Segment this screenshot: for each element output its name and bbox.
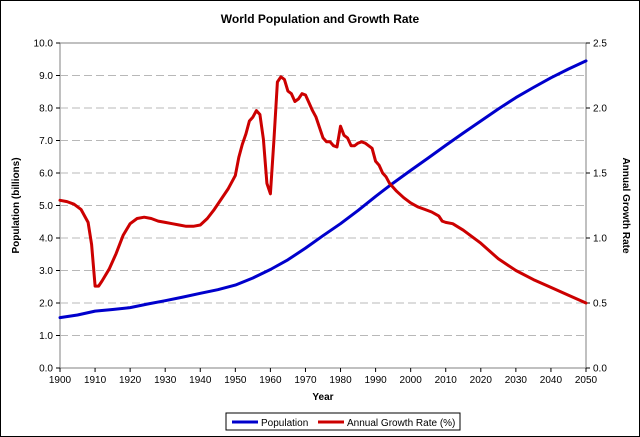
y-left-axis-ticks: 0.0 1.0 2.0 3.0 4.0 5.0 6.0 7.0 8.0 9.0 10.0 bbox=[34, 39, 60, 375]
y-left-tick-label: 0.0 bbox=[39, 364, 53, 375]
x-tick-label: 2050 bbox=[575, 375, 598, 386]
y-right-tick-label: 0.5 bbox=[593, 299, 607, 310]
y-right-tick-label: 2.0 bbox=[593, 104, 607, 115]
series-line-growth-rate bbox=[58, 75, 588, 305]
x-axis-label: Year bbox=[312, 392, 333, 403]
x-tick-label: 1920 bbox=[119, 375, 142, 386]
y-left-tick-label: 9.0 bbox=[39, 71, 53, 82]
x-tick-label: 2030 bbox=[505, 375, 528, 386]
y-right-tick-label: 1.0 bbox=[593, 234, 607, 245]
chart-title: World Population and Growth Rate bbox=[221, 12, 420, 26]
x-tick-label: 1990 bbox=[364, 375, 387, 386]
y-left-tick-label: 5.0 bbox=[39, 201, 53, 212]
y-right-tick-label: 0.0 bbox=[593, 364, 607, 375]
x-tick-label: 1910 bbox=[84, 375, 107, 386]
x-tick-label: 2040 bbox=[540, 375, 563, 386]
y-right-tick-label: 2.5 bbox=[593, 39, 607, 50]
x-tick-label: 2010 bbox=[435, 375, 458, 386]
x-tick-label: 2020 bbox=[470, 375, 493, 386]
y-left-tick-label: 2.0 bbox=[39, 299, 53, 310]
y-left-tick-label: 4.0 bbox=[39, 234, 53, 245]
series-line-population bbox=[58, 59, 588, 320]
x-tick-label: 1930 bbox=[154, 375, 177, 386]
legend-label-growth-rate: Annual Growth Rate (%) bbox=[347, 418, 455, 429]
y-left-tick-label: 10.0 bbox=[34, 39, 54, 50]
x-axis-ticks: 1900 1910 1920 1930 1940 1950 1960 1970 1980 1990… bbox=[49, 368, 598, 386]
y-left-tick-label: 1.0 bbox=[39, 331, 53, 342]
x-tick-label: 1940 bbox=[189, 375, 212, 386]
x-tick-label: 1950 bbox=[224, 375, 247, 386]
x-tick-label: 1960 bbox=[259, 375, 282, 386]
x-tick-label: 2000 bbox=[400, 375, 423, 386]
y-left-tick-label: 3.0 bbox=[39, 266, 53, 277]
x-tick-label: 1970 bbox=[294, 375, 317, 386]
y-left-axis-label: Population (billions) bbox=[11, 157, 22, 253]
legend-label-population: Population bbox=[261, 418, 308, 429]
y-left-tick-label: 6.0 bbox=[39, 169, 53, 180]
series-lines bbox=[58, 59, 588, 320]
y-left-tick-label: 8.0 bbox=[39, 104, 53, 115]
y-left-tick-label: 7.0 bbox=[39, 136, 53, 147]
x-tick-label: 1980 bbox=[329, 375, 352, 386]
y-right-tick-label: 1.5 bbox=[593, 169, 607, 180]
legend: Population Annual Growth Rate (%) bbox=[225, 412, 461, 431]
x-tick-label: 1900 bbox=[49, 375, 72, 386]
y-right-axis-ticks: 0.0 0.5 1.0 1.5 2.0 2.5 bbox=[586, 39, 607, 375]
y-right-axis-label: Annual Growth Rate bbox=[620, 157, 631, 254]
